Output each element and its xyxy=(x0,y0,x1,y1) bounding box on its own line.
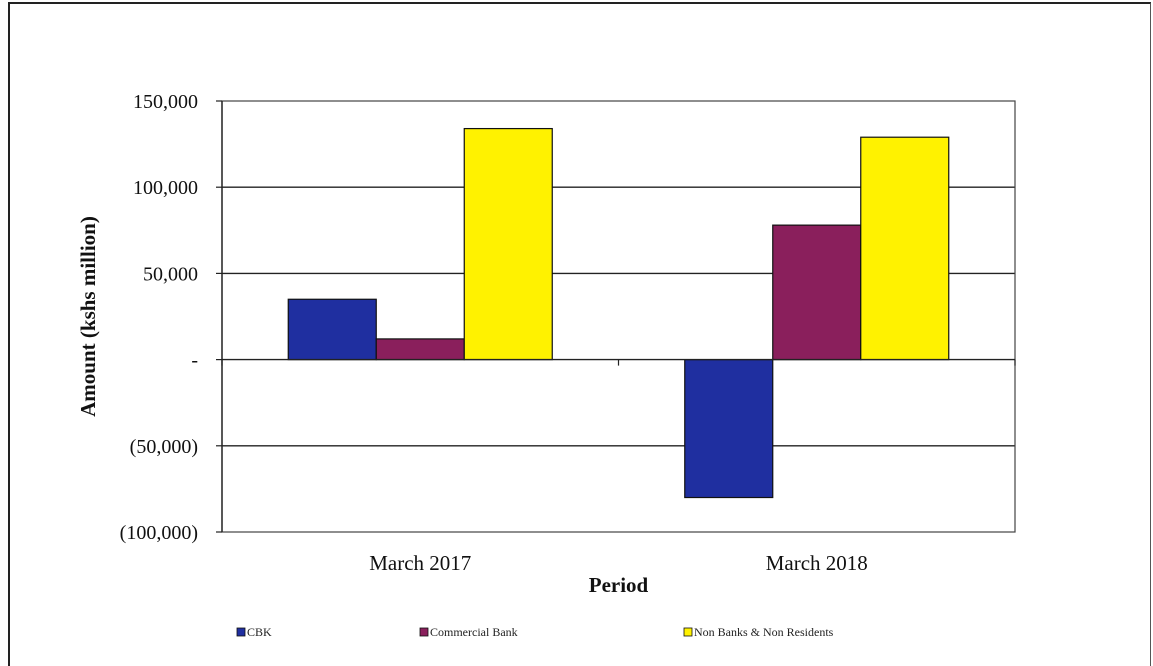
legend-swatch xyxy=(683,627,693,637)
bar-non-banks-non-residents-march-2018 xyxy=(860,136,950,361)
bar-cbk-march-2018 xyxy=(684,359,774,499)
y-axis-title: Amount (kshs million) xyxy=(76,216,100,417)
bars xyxy=(287,127,950,499)
legend-item: Non Banks & Non Residents xyxy=(683,625,834,639)
y-tick-label: 100,000 xyxy=(133,177,198,199)
legend-item: Commercial Bank xyxy=(419,625,518,639)
legend-item: CBK xyxy=(236,625,272,639)
legend-label: CBK xyxy=(247,625,272,639)
legend-swatch xyxy=(236,627,246,637)
bar-commercial-bank-march-2017 xyxy=(375,338,465,361)
bar-cbk-march-2017 xyxy=(287,298,377,361)
x-category-label: March 2017 xyxy=(369,551,471,575)
chart-frame xyxy=(8,2,1151,666)
bar-non-banks-non-residents-march-2017 xyxy=(463,127,553,361)
y-tick-label: (50,000) xyxy=(130,436,198,458)
x-category-label: March 2018 xyxy=(766,551,868,575)
y-tick-label: 150,000 xyxy=(133,91,198,113)
bar-commercial-bank-march-2018 xyxy=(772,224,862,361)
y-tick-label: 50,000 xyxy=(143,263,198,285)
legend-label: Non Banks & Non Residents xyxy=(694,625,834,639)
y-tick-label: - xyxy=(191,350,198,372)
y-tick-labels: 150,000 100,000 50,000 - (50,000) (100,000) xyxy=(120,91,198,544)
legend: CBK Commercial Bank Non Banks & Non Reside… xyxy=(236,625,834,639)
axes xyxy=(216,100,1016,533)
x-axis-title: Period xyxy=(589,573,649,597)
x-category-labels: March 2017 March 2018 xyxy=(369,551,868,575)
y-tick-label: (100,000) xyxy=(120,522,198,544)
legend-swatch xyxy=(419,627,429,637)
legend-label: Commercial Bank xyxy=(430,625,518,639)
